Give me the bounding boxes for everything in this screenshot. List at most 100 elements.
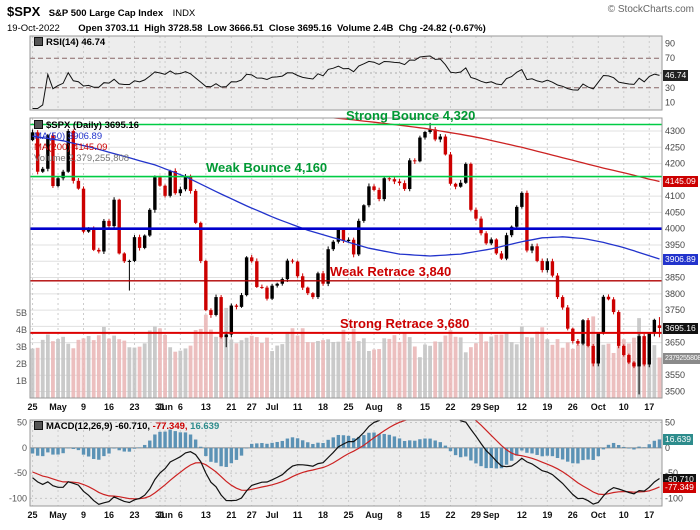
x-axis-label-bottom: 15 xyxy=(420,510,430,520)
candlesticks xyxy=(30,122,662,395)
macd-axis-label-left: 0 xyxy=(22,443,27,453)
macd-axis-label: 0 xyxy=(665,443,670,453)
rsi-panel-border xyxy=(29,35,663,111)
x-axis-label: 15 xyxy=(420,402,430,412)
x-axis-label: 19 xyxy=(542,402,552,412)
x-axis-label-bottom: 10 xyxy=(619,510,629,520)
stockcharts-credit-link[interactable]: © StockCharts.com xyxy=(607,4,694,15)
volume-legend: Volume 2,379,255,808 xyxy=(34,153,130,164)
price-legend: $SPX (Daily) 3695.16 xyxy=(34,120,139,131)
macd-axis-label: 50 xyxy=(665,418,675,428)
x-axis-label: Jun xyxy=(157,402,173,412)
macd-panel xyxy=(30,420,662,506)
ma200-line xyxy=(328,118,660,183)
symbol: $SPX xyxy=(7,4,41,19)
rsi-indicator-icon xyxy=(34,37,43,46)
x-axis-label-bottom: 31 xyxy=(155,510,165,520)
x-axis-label-bottom: 16 xyxy=(104,510,114,520)
price-axis-label: 4100 xyxy=(665,191,685,201)
x-axis-label-bottom: 25 xyxy=(28,510,38,520)
x-axis-label-bottom: 13 xyxy=(201,510,211,520)
chart-header: $SPX S&P 500 Large Cap Index INDX xyxy=(7,3,195,21)
x-axis-label-bottom: 21 xyxy=(226,510,236,520)
x-axis-label: 12 xyxy=(517,402,527,412)
x-axis-label-bottom: 22 xyxy=(445,510,455,520)
volume-axis-label: 5B xyxy=(16,308,27,318)
macd-legend: MACD(12,26,9) -60.710, -77.349, 16.639 xyxy=(34,421,219,432)
chart-date: 19-Oct-2022 xyxy=(7,23,60,34)
x-axis-label-bottom: Aug xyxy=(365,510,383,520)
price-last-value-box: 2379255808 xyxy=(663,352,700,364)
x-axis-label-bottom: 27 xyxy=(247,510,257,520)
x-axis-label-bottom: May xyxy=(49,510,67,520)
rsi-line xyxy=(32,55,660,109)
macd-legend-hist: 16.639 xyxy=(187,421,220,432)
x-axis-label-bottom: 23 xyxy=(129,510,139,520)
index-name: S&P 500 Large Cap Index xyxy=(48,8,164,19)
ma50-legend: MA(50) 3906.89 xyxy=(34,131,103,142)
x-axis-label: 10 xyxy=(619,402,629,412)
x-axis-label-bottom: 26 xyxy=(568,510,578,520)
x-axis-label: Aug xyxy=(365,402,383,412)
x-axis-label: 6 xyxy=(178,402,183,412)
x-axis-label: 29 xyxy=(471,402,481,412)
macd-last-value-box: -77.349 xyxy=(663,481,696,493)
rsi-legend-label: RSI(14) 46.74 xyxy=(46,37,106,48)
macd-legend-signal: -77.349, xyxy=(150,421,188,432)
volume-axis-label: 1B xyxy=(16,376,27,386)
price-indicator-icon xyxy=(34,120,43,129)
x-axis-label-bottom: Jul xyxy=(266,510,279,520)
macd-histogram xyxy=(30,429,662,469)
x-axis-label: Sep xyxy=(483,402,500,412)
price-axis-label: 4300 xyxy=(665,126,685,136)
volume-axis-label: 3B xyxy=(16,342,27,352)
moving-averages xyxy=(32,118,660,260)
x-axis-label: 8 xyxy=(397,402,402,412)
price-axis-label: 4050 xyxy=(665,207,685,217)
price-axis-label: 4000 xyxy=(665,224,685,234)
x-axis-label: 25 xyxy=(344,402,354,412)
x-axis-label: 16 xyxy=(104,402,114,412)
x-axis-label: 11 xyxy=(293,402,303,412)
x-axis-label: Oct xyxy=(591,402,606,412)
macd-axis-label: -50 xyxy=(665,468,678,478)
volume-bars xyxy=(30,307,662,398)
price-last-value-box: 3906.89 xyxy=(663,254,698,265)
quote-header: 19-Oct-2022 Open 3703.11 High 3728.58 Lo… xyxy=(7,18,486,36)
macd-axis-label: -100 xyxy=(665,493,683,503)
rsi-axis-label: 70 xyxy=(665,53,675,63)
price-axis-label: 3500 xyxy=(665,386,685,396)
x-axis-label-bottom: 8 xyxy=(397,510,402,520)
macd-last-value-box: -60.710 xyxy=(663,473,696,485)
x-axis-label-bottom: 11 xyxy=(293,510,303,520)
macd-legend-main: MACD(12,26,9) -60.710, xyxy=(46,421,151,432)
price-axis-label: 4200 xyxy=(665,159,685,169)
x-axis-label: May xyxy=(49,402,67,412)
rsi-axis-label: 30 xyxy=(665,83,675,93)
rsi-axis-label: 90 xyxy=(665,38,675,48)
annotation-lines xyxy=(30,123,662,334)
x-axis-label: Jul xyxy=(266,402,279,412)
ma50-line xyxy=(32,135,660,260)
price-last-value-box: 4145.09 xyxy=(663,176,698,188)
x-axis-label: 9 xyxy=(81,402,86,412)
rsi-last-value-box: 46.74 xyxy=(663,70,689,82)
macd-axis-label-left: -50 xyxy=(14,468,27,478)
x-axis-label-bottom: 9 xyxy=(81,510,86,520)
x-axis-label: 21 xyxy=(226,402,236,412)
price-axis-label: 3850 xyxy=(665,273,685,283)
price-axis-label: 4250 xyxy=(665,142,685,152)
price-last-value-box: 3695.16 xyxy=(663,322,698,334)
x-axis-label: 25 xyxy=(28,402,38,412)
x-axis-label: 22 xyxy=(445,402,455,412)
macd-last-value-box: 16.639 xyxy=(663,434,693,446)
volume-axis-label: 2B xyxy=(16,359,27,369)
x-axis-label: 13 xyxy=(201,402,211,412)
x-axis-label-bottom: Oct xyxy=(591,510,606,520)
macd-line xyxy=(32,420,660,505)
ma200-legend: MA(200) 4145.09 xyxy=(34,142,108,153)
price-axis-label: 3650 xyxy=(665,338,685,348)
x-axis-label-bottom: 12 xyxy=(517,510,527,520)
x-axis-label-bottom: Sep xyxy=(483,510,500,520)
